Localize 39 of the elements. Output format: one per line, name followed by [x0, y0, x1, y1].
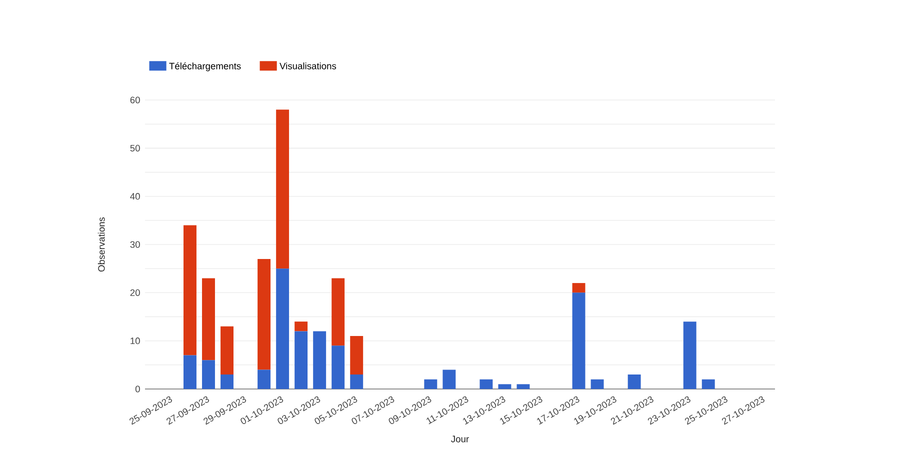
legend-label: Visualisations	[280, 62, 336, 70]
bar	[628, 374, 641, 389]
bar	[350, 336, 364, 375]
bar	[424, 379, 438, 389]
bar	[572, 283, 586, 293]
bar	[184, 225, 196, 356]
bar	[220, 374, 234, 389]
bar	[258, 258, 271, 370]
bar	[276, 268, 290, 389]
bar	[683, 322, 696, 389]
bar	[702, 379, 715, 389]
bar	[572, 292, 586, 389]
bar	[516, 384, 530, 389]
bar	[184, 355, 196, 389]
bar	[313, 331, 326, 389]
bar	[590, 379, 604, 389]
bar	[332, 346, 345, 389]
bar	[350, 374, 364, 389]
bar	[294, 322, 308, 332]
bar	[442, 370, 456, 389]
legend-label: Téléchargements	[169, 62, 241, 72]
y-tick-label: 40	[130, 193, 140, 200]
bar	[332, 278, 345, 346]
bar	[202, 278, 215, 360]
x-axis-title: Jour	[451, 436, 469, 442]
bar	[258, 370, 271, 389]
bar	[276, 110, 290, 269]
y-tick-label: 20	[130, 289, 140, 296]
y-tick-label: 30	[130, 241, 140, 248]
y-tick-label: 0	[135, 386, 140, 392]
y-tick-label: 60	[130, 96, 140, 104]
y-axis-title: Observations	[98, 217, 105, 272]
y-tick-label: 10	[130, 338, 140, 344]
bar	[480, 379, 493, 389]
bar	[498, 384, 512, 389]
y-tick-label: 50	[130, 144, 140, 152]
bar	[294, 331, 308, 389]
bar	[220, 326, 234, 375]
bar	[202, 360, 215, 389]
